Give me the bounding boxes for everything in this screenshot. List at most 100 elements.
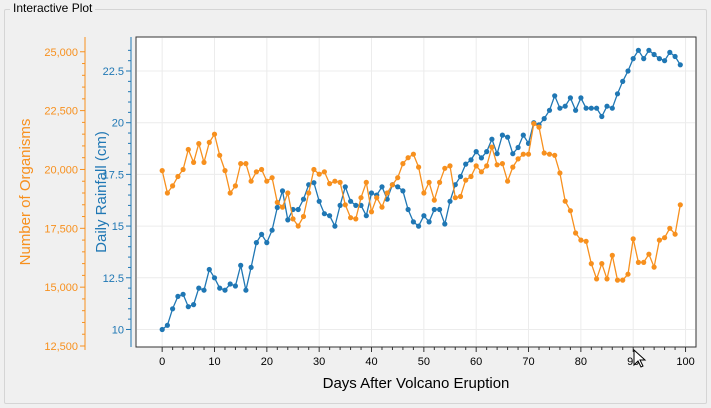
mouse-cursor-icon xyxy=(633,348,647,368)
organisms-data-point xyxy=(484,163,490,169)
organisms-data-point xyxy=(505,178,511,184)
organisms-data-point xyxy=(557,170,563,176)
rainfall-data-point xyxy=(238,262,244,268)
organisms-data-point xyxy=(290,216,296,222)
rainfall-tick-label: 10 xyxy=(112,324,124,336)
organisms-data-point xyxy=(510,164,516,170)
organisms-data-point xyxy=(468,173,474,180)
organisms-data-point xyxy=(421,190,427,196)
organisms-data-point xyxy=(473,163,479,169)
organisms-data-point xyxy=(201,159,207,165)
organisms-data-point xyxy=(520,151,526,157)
rainfall-data-point xyxy=(353,202,359,208)
organisms-tick-label: 25,000 xyxy=(44,47,78,59)
organisms-data-point xyxy=(170,183,176,189)
rainfall-data-point xyxy=(557,105,563,111)
organisms-data-point xyxy=(196,141,202,147)
rainfall-data-point xyxy=(180,291,186,297)
rainfall-data-point xyxy=(656,56,663,62)
rainfall-data-point xyxy=(567,95,574,101)
rainfall-data-point xyxy=(646,47,652,53)
organisms-data-point xyxy=(452,195,458,201)
organisms-data-point xyxy=(426,179,432,185)
rainfall-data-point xyxy=(269,227,275,233)
organisms-data-point xyxy=(243,161,249,167)
rainfall-data-point xyxy=(379,184,385,190)
organisms-data-point xyxy=(279,204,286,210)
rainfall-data-point xyxy=(243,287,249,293)
organisms-data-point xyxy=(588,261,594,267)
rainfall-data-point xyxy=(515,144,521,151)
rainfall-data-point xyxy=(437,206,443,213)
rainfall-data-point xyxy=(588,105,594,111)
organisms-data-point xyxy=(672,231,678,237)
organisms-data-point xyxy=(238,161,244,167)
rainfall-data-point xyxy=(478,155,484,161)
rainfall-data-point xyxy=(499,132,505,138)
organisms-data-point xyxy=(567,208,574,214)
organisms-data-point xyxy=(552,152,558,158)
rainfall-data-point xyxy=(489,136,495,142)
organisms-data-point xyxy=(164,190,170,196)
rainfall-data-point xyxy=(552,93,558,99)
organisms-data-point xyxy=(625,271,631,277)
rainfall-data-point xyxy=(175,293,181,299)
rainfall-data-point xyxy=(473,149,479,155)
organisms-data-point xyxy=(274,199,280,205)
rainfall-data-point xyxy=(285,217,291,223)
rainfall-data-point xyxy=(342,184,348,190)
organisms-data-point xyxy=(646,251,652,257)
organisms-data-point xyxy=(316,171,322,177)
x-tick-label: 10 xyxy=(208,356,220,368)
organisms-data-point xyxy=(578,237,584,243)
organisms-data-point xyxy=(478,169,484,175)
organisms-data-point xyxy=(630,236,636,242)
rainfall-data-point xyxy=(541,116,547,122)
organisms-data-point xyxy=(651,264,657,270)
organisms-data-point xyxy=(656,237,663,243)
organisms-data-point xyxy=(536,124,542,130)
rainfall-data-point xyxy=(599,113,605,120)
organisms-data-point xyxy=(253,169,259,175)
organisms-data-point xyxy=(379,204,385,210)
series-layer xyxy=(159,47,683,333)
rainfall-data-point xyxy=(651,51,657,58)
plot-background[interactable] xyxy=(135,36,697,348)
rainfall-data-point xyxy=(363,213,369,219)
organisms-data-point xyxy=(321,169,327,175)
organisms-data-point xyxy=(348,215,354,221)
organisms-data-point xyxy=(211,131,218,137)
rainfall-tick-label: 17.5 xyxy=(103,169,124,181)
axes: 0 10 20 30 40 50 60 70 80 90 1001012.51517.52022.5… xyxy=(44,37,695,368)
rainfall-data-point xyxy=(583,105,589,111)
x-axis-title: Days After Volcano Eruption xyxy=(323,375,510,392)
organisms-data-point xyxy=(410,151,416,157)
organisms-data-point xyxy=(594,276,600,282)
organisms-tick-label: 22,500 xyxy=(44,106,78,118)
rainfall-data-point xyxy=(222,287,228,293)
organisms-tick-label: 15,000 xyxy=(44,282,78,294)
organisms-data-point xyxy=(599,261,605,267)
organisms-data-point xyxy=(400,161,406,167)
rainfall-data-point xyxy=(279,188,286,194)
rainfall-data-point xyxy=(614,91,621,97)
rainfall-data-point xyxy=(667,49,673,56)
rainfall-data-point xyxy=(416,223,422,229)
rainfall-data-point xyxy=(395,184,401,190)
organisms-data-point xyxy=(489,144,495,150)
x-tick-label: 60 xyxy=(470,356,482,368)
rainfall-data-point xyxy=(505,134,511,140)
rainfall-data-point xyxy=(206,266,212,273)
rainfall-data-point xyxy=(463,161,469,167)
organisms-data-point xyxy=(264,178,270,184)
rainfall-data-point xyxy=(426,219,432,225)
rainfall-data-point xyxy=(410,219,416,225)
rainfall-data-point xyxy=(494,151,500,157)
rainfall-data-point xyxy=(630,56,636,62)
organisms-data-point xyxy=(306,190,312,196)
rainfall-data-point xyxy=(253,240,259,246)
organisms-data-point xyxy=(431,197,437,203)
organisms-data-point xyxy=(447,163,453,169)
organisms-data-point xyxy=(395,175,401,181)
